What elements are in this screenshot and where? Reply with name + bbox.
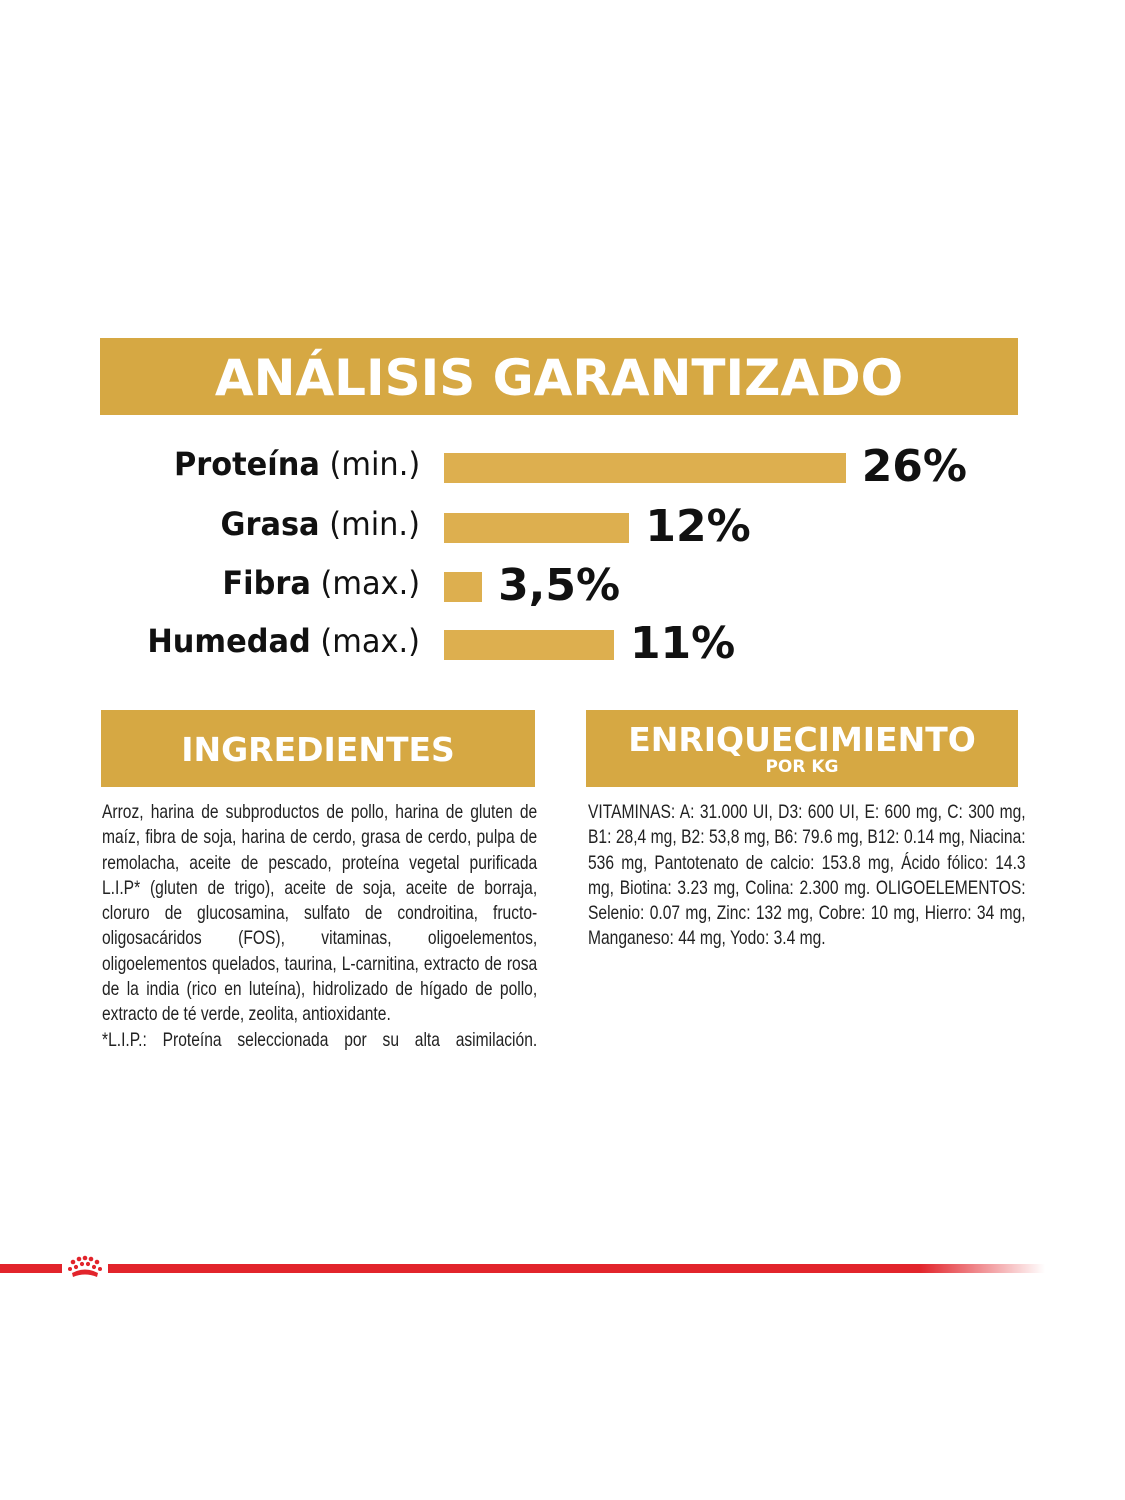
ingredients-list: Arroz, harina de subproductos de pollo, …	[102, 801, 538, 1026]
chart-row: Proteína (min.) 26%	[0, 441, 1125, 492]
enrichment-text: VITAMINAS: A: 31.000 UI, D3: 600 UI, E: …	[588, 800, 1026, 952]
bar	[444, 453, 846, 483]
category-name: Grasa	[220, 505, 320, 543]
category-label: Humedad (max.)	[147, 622, 420, 660]
category-label: Grasa (min.)	[221, 505, 420, 543]
enrichment-title: ENRIQUECIMIENTO	[628, 720, 976, 759]
bar	[444, 513, 630, 543]
trace-elements-text: OLIGOELEMENTOS: Selenio: 0.07 mg, Zinc: …	[588, 876, 1026, 950]
chart-row: Grasa (min.) 12%	[0, 501, 1125, 552]
category-qualifier: (min.)	[329, 505, 420, 543]
category-name: Proteína	[173, 445, 320, 483]
category-qualifier: (min.)	[329, 445, 420, 483]
ingredients-text: Arroz, harina de subproductos de pollo, …	[102, 800, 537, 1053]
category-qualifier: (max.)	[320, 622, 420, 660]
crown-icon	[62, 1254, 108, 1282]
bar	[444, 572, 483, 602]
brand-red-line	[0, 1264, 1045, 1273]
category-label: Proteína (min.)	[174, 445, 420, 483]
category-label: Fibra (max.)	[222, 564, 420, 602]
analysis-title-band: ANÁLISIS GARANTIZADO	[100, 338, 1018, 415]
value-label: 12%	[645, 501, 751, 552]
category-name: Humedad	[147, 622, 311, 660]
enrichment-subtitle: POR KG	[765, 757, 839, 777]
bar	[444, 630, 614, 660]
value-label: 3,5%	[498, 560, 621, 611]
category-qualifier: (max.)	[320, 564, 420, 602]
value-label: 11%	[629, 618, 736, 669]
chart-row: Humedad (max.) 11%	[0, 618, 1125, 669]
vitamins-text: VITAMINAS: A: 31.000 UI, D3: 600 UI, E: …	[588, 801, 1026, 899]
chart-row: Fibra (max.) 3,5%	[0, 560, 1125, 611]
ingredients-footnote: *L.I.P.: Proteína seleccionada por su al…	[102, 1028, 538, 1051]
enrichment-heading: ENRIQUECIMIENTO POR KG	[586, 710, 1018, 787]
ingredients-heading: INGREDIENTES	[101, 710, 535, 787]
category-name: Fibra	[222, 564, 311, 602]
value-label: 26%	[861, 441, 968, 492]
